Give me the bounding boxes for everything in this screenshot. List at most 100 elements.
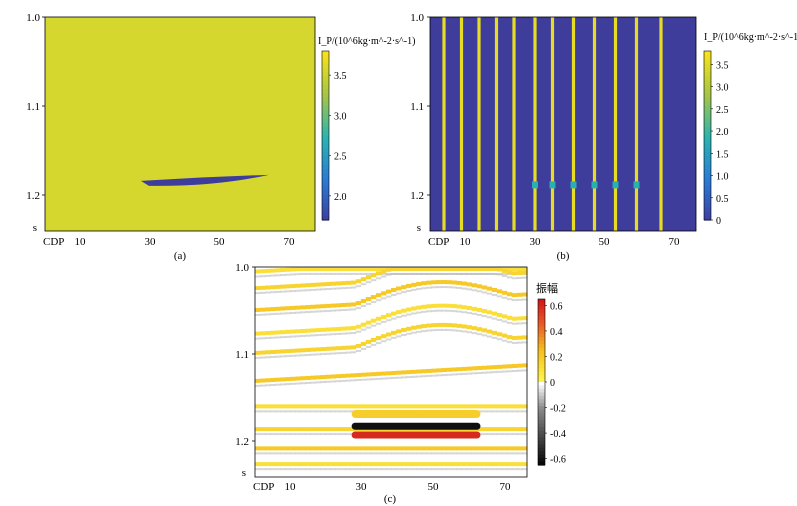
reflector-segment	[476, 446, 483, 451]
reflector-shadow	[436, 286, 442, 289]
well-trace	[634, 17, 639, 231]
reflector-shadow	[260, 313, 266, 316]
reflector-shadow	[416, 330, 422, 333]
colorbar-b-segment	[704, 105, 711, 111]
reflector-shadow	[486, 292, 493, 295]
reflector-segment	[476, 327, 483, 332]
reflector-shadow	[426, 310, 432, 313]
panel-a-x-axis: CDP 10 30 50 70	[43, 236, 295, 248]
reflector-segment	[270, 377, 276, 382]
reflector-shadow	[401, 314, 407, 317]
reflector-shadow	[285, 468, 291, 471]
panel-b-x-tick-10: 10	[460, 236, 472, 248]
reflector-segment	[516, 446, 523, 451]
colorbar-c-segment	[538, 430, 545, 435]
reflector-shadow	[295, 273, 301, 276]
reflector-segment	[441, 404, 447, 409]
reflector-shadow	[330, 468, 336, 471]
reflector-shadow	[290, 433, 296, 436]
reflector-shadow	[315, 433, 321, 436]
reflector-shadow	[345, 351, 352, 354]
reflector-shadow	[496, 338, 503, 341]
reflector-segment	[330, 267, 336, 271]
reflector-shadow	[380, 297, 387, 300]
reflector-shadow	[426, 452, 432, 455]
reflector-shadow	[446, 329, 452, 332]
reflector-segment	[401, 267, 407, 271]
reflector-shadow	[471, 452, 478, 455]
reflector-shadow	[315, 273, 321, 275]
reflector-segment	[335, 462, 342, 467]
reflector-segment	[391, 267, 397, 271]
reflector-segment	[360, 322, 367, 327]
reflector-segment	[506, 364, 513, 369]
reflector-segment	[340, 446, 347, 451]
reflector-shadow	[506, 410, 513, 413]
reflector-shadow	[496, 468, 503, 471]
reflector-segment	[511, 271, 518, 276]
reflector-segment	[401, 446, 407, 451]
reflector-shadow	[320, 273, 326, 275]
reflector-shadow	[486, 371, 493, 374]
reflector-shadow	[501, 468, 508, 471]
colorbar-a-segment	[322, 72, 329, 77]
reflector-segment	[481, 365, 488, 370]
reflector-shadow	[511, 322, 518, 325]
reflector-segment	[280, 377, 286, 382]
colorbar-b-tick-label: 0.5	[716, 194, 729, 205]
reflector-shadow	[260, 468, 266, 471]
reflector-segment	[375, 446, 382, 451]
reflector-segment	[466, 267, 472, 271]
reflector-segment	[320, 282, 326, 287]
reflector-segment	[385, 462, 392, 467]
reflector-segment	[295, 446, 301, 451]
reflector-shadow	[426, 286, 432, 289]
reflector-shadow	[385, 273, 392, 276]
reflector-shadow	[305, 273, 311, 275]
colorbar-c-segment	[538, 364, 545, 369]
reflector-segment	[285, 284, 291, 289]
colorbar-b-segment	[704, 101, 711, 107]
colorbar-a-tick-label: 3.5	[334, 71, 347, 82]
colorbar-c-segment	[538, 340, 545, 345]
reflector-segment	[385, 289, 392, 294]
colorbar-c-segment	[538, 368, 545, 373]
reflector-segment	[476, 307, 483, 312]
reflector-shadow	[396, 335, 402, 338]
colorbar-a-segment	[322, 160, 329, 166]
reflector-segment	[270, 462, 276, 467]
reflector-segment	[391, 462, 397, 467]
reflector-shadow	[275, 452, 281, 455]
reflector-shadow	[290, 410, 296, 413]
reflector-shadow	[446, 286, 452, 289]
reflector-segment	[345, 345, 352, 350]
reflector-shadow	[461, 468, 467, 471]
reflector-shadow	[275, 383, 281, 386]
colorbar-a-segment	[322, 194, 329, 200]
reflector-segment	[345, 373, 352, 378]
reflector-shadow	[280, 290, 286, 293]
reflector-segment	[471, 404, 478, 409]
reflector-shadow	[451, 468, 457, 471]
panel-c-y-tick-1.2: 1.2	[235, 436, 249, 448]
reflector-shadow	[320, 468, 326, 471]
reflector-shadow	[340, 433, 347, 436]
reflector-shadow	[260, 410, 266, 413]
reflector-shadow	[401, 452, 407, 455]
colorbar-c-segment	[538, 361, 545, 366]
colorbar-b-segment	[704, 165, 711, 170]
colorbar-a-tick-label: 3.0	[334, 111, 347, 122]
reflector-segment	[481, 285, 488, 290]
colorbar-c-segment	[538, 433, 545, 438]
colorbar-c-segment	[538, 440, 545, 445]
reflector-shadow	[320, 381, 326, 384]
reflector-segment	[280, 404, 286, 409]
reflector-segment	[411, 446, 417, 451]
colorbar-b-segment	[704, 63, 711, 69]
reflector-segment	[380, 462, 387, 467]
reflector-segment	[436, 303, 442, 308]
reflector-shadow	[496, 295, 503, 298]
reflector-segment	[340, 404, 347, 409]
reflector-segment	[391, 287, 397, 292]
